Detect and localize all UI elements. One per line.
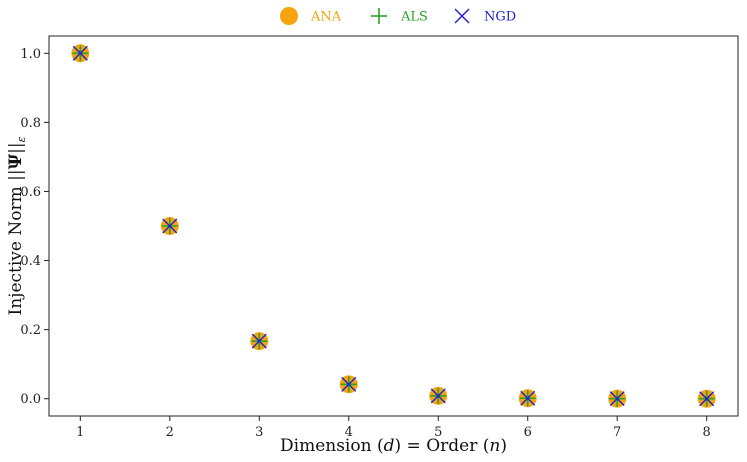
- legend-label-ngd: NGD: [484, 10, 516, 25]
- x-tick-label: 1: [76, 425, 84, 440]
- data-marks: [71, 44, 716, 408]
- x-tick-label: 4: [345, 425, 353, 440]
- ngd-point: [609, 391, 625, 407]
- legend-item-als: ALS: [371, 8, 428, 25]
- tick-labels: 1 2 3 4 5 6 7 8 0.0 0.2 0.4 0.6 0.8 1.0: [20, 47, 711, 440]
- ngd-point: [520, 390, 536, 406]
- y-tick-label: 0.0: [20, 392, 41, 407]
- x-tick-label: 2: [166, 425, 174, 440]
- y-tick-label: 0.6: [20, 185, 41, 200]
- y-tick-label: 0.2: [20, 323, 41, 338]
- legend-marker-ana: [280, 7, 298, 25]
- legend-label-als: ALS: [400, 10, 428, 25]
- ngd-point: [699, 391, 715, 407]
- y-tick-label: 1.0: [20, 47, 41, 62]
- series-als: [72, 45, 715, 407]
- legend-marker-als: [371, 8, 387, 24]
- plot-frame: [48, 35, 739, 417]
- ngd-point: [72, 45, 88, 61]
- ngd-point: [162, 218, 178, 234]
- legend-label-ana: ANA: [310, 10, 342, 25]
- y-tick-label: 0.4: [20, 254, 41, 269]
- x-tick-label: 6: [524, 425, 532, 440]
- legend-marker-ngd: [454, 8, 470, 24]
- ngd-point: [341, 376, 357, 392]
- x-axis-label: Dimension (d) = Order (n): [280, 436, 507, 456]
- x-axis-title: Dimension (d) = Order (n): [280, 436, 507, 456]
- legend: ANA ALS NGD: [280, 7, 516, 25]
- legend-item-ana: ANA: [280, 7, 342, 25]
- y-axis-title: Injective Norm ||Ψ||ε: [6, 136, 28, 315]
- x-tick-label: 3: [255, 425, 263, 440]
- ngd-point: [430, 388, 446, 404]
- x-tick-label: 5: [434, 425, 442, 440]
- y-axis-label: Injective Norm ||Ψ||ε: [6, 136, 28, 315]
- legend-item-ngd: NGD: [454, 8, 516, 25]
- x-tick-label: 8: [703, 425, 711, 440]
- y-tick-label: 0.8: [20, 116, 41, 131]
- series-ngd: [72, 45, 715, 407]
- plot-axes: [48, 35, 739, 417]
- x-tick-label: 7: [613, 425, 621, 440]
- ngd-point: [251, 333, 267, 349]
